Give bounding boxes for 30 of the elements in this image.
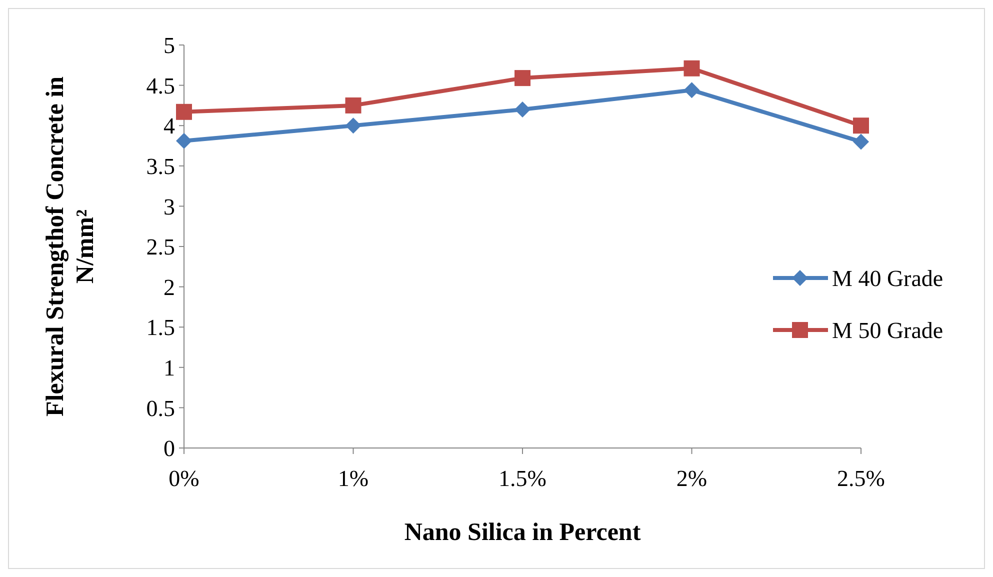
x-tick-label: 1% — [338, 466, 369, 491]
y-tick-label: 3.5 — [146, 154, 175, 179]
point — [345, 118, 362, 134]
y-tick-label: 2 — [164, 274, 175, 300]
point — [514, 101, 530, 118]
y-tick-label: 4 — [164, 114, 176, 139]
y-tick-label: 3 — [164, 194, 175, 220]
x-tick-label: 0% — [168, 466, 200, 491]
y-tick-label: 4.5 — [146, 73, 175, 98]
y-tick-label: 1.5 — [146, 315, 175, 340]
point — [853, 118, 869, 134]
point — [514, 70, 530, 86]
y-tick-label: 2.5 — [146, 234, 175, 260]
y-tick-label: 0.5 — [146, 396, 175, 421]
y-tick-label: 0 — [164, 436, 175, 462]
point — [684, 82, 700, 98]
legend-label: M 40 Grade — [832, 266, 944, 292]
y-tick-label: 1 — [164, 355, 175, 380]
y-tick-label: 5 — [164, 33, 175, 58]
x-tick-label: 2.5% — [837, 466, 885, 491]
point — [176, 104, 192, 120]
legend-label: M 50 Grade — [832, 318, 944, 344]
y-axis-title: Flexural Strengthof Concrete in N/mm² — [42, 76, 99, 417]
point — [853, 134, 869, 150]
x-axis-title: Nano Silica in Percent — [404, 519, 642, 546]
point — [684, 60, 700, 76]
x-tick-label: 1.5% — [498, 466, 546, 491]
x-tick-label: 2% — [676, 466, 708, 491]
point — [345, 97, 362, 114]
point — [176, 132, 192, 149]
